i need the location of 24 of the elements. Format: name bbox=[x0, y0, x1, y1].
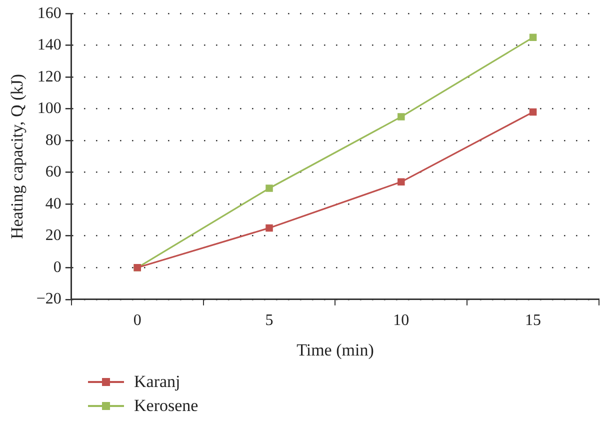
y-tick-label: 140 bbox=[37, 36, 62, 54]
point bbox=[266, 184, 273, 192]
y-tick-label: −20 bbox=[36, 290, 62, 308]
y-tick-label: 100 bbox=[37, 100, 62, 118]
y-axis-title: Heating capacity, Q (kJ) bbox=[8, 74, 27, 240]
point bbox=[266, 224, 273, 232]
point bbox=[529, 108, 537, 116]
point bbox=[398, 178, 405, 186]
x-tick-label: 5 bbox=[265, 312, 274, 330]
x-tick-label: 15 bbox=[525, 312, 542, 330]
y-tick-label: 60 bbox=[45, 164, 62, 181]
x-tick-label: 0 bbox=[133, 312, 142, 330]
point bbox=[398, 113, 405, 120]
point bbox=[529, 34, 537, 42]
y-tick-label: 40 bbox=[45, 195, 62, 212]
y-tick-label: 80 bbox=[45, 132, 62, 149]
legend-label: Karanj bbox=[134, 372, 180, 392]
y-tick-label: 0 bbox=[53, 258, 62, 276]
y-tick-label: 160 bbox=[37, 4, 62, 22]
x-axis-title: Time (min) bbox=[296, 340, 374, 360]
legend-label: Kerosene bbox=[134, 396, 198, 416]
x-tick-label: 10 bbox=[393, 312, 410, 330]
y-tick-label: 20 bbox=[45, 227, 62, 244]
y-tick-label: 120 bbox=[37, 68, 62, 86]
